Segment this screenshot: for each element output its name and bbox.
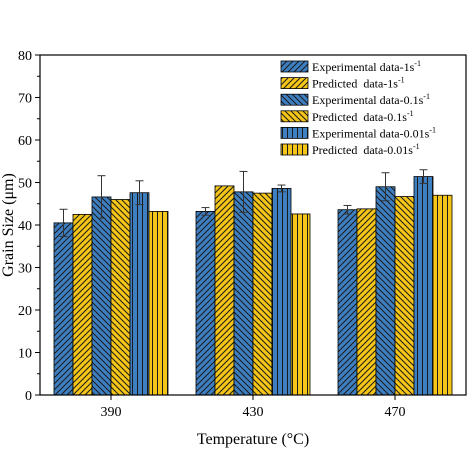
y-tick-label: 80 (18, 49, 32, 64)
legend-label: Predicted data-1s-1 (312, 76, 405, 91)
bar (413, 176, 434, 396)
bar (233, 191, 254, 396)
error-bar (97, 175, 106, 219)
bar (53, 222, 74, 396)
error-bar (59, 208, 68, 237)
bars-layer (53, 176, 453, 396)
x-tick-label: 390 (101, 405, 122, 420)
legend-swatch (280, 93, 309, 106)
bar (394, 196, 415, 396)
bar (337, 209, 358, 396)
bar (356, 208, 377, 396)
bar (271, 188, 292, 396)
legend-label: Experimental data-1s-1 (312, 59, 421, 74)
bar (252, 192, 273, 396)
bar (195, 210, 216, 396)
legend-swatch (280, 143, 309, 156)
error-bar (343, 204, 352, 215)
error-bar (135, 180, 144, 206)
bar (432, 194, 453, 396)
error-bar (201, 207, 210, 216)
y-tick-label: 50 (18, 177, 32, 192)
x-axis-title: Temperature (°C) (197, 431, 309, 448)
y-tick-label: 20 (18, 304, 32, 319)
error-bar (419, 169, 428, 184)
bar (290, 213, 311, 396)
bar (129, 192, 150, 396)
bar (214, 185, 235, 396)
bar (110, 199, 131, 396)
error-bar (381, 172, 390, 202)
legend-label: Experimental data-0.01s-1 (312, 125, 436, 140)
y-tick-label: 60 (18, 134, 32, 149)
legend-swatch (280, 60, 309, 73)
error-bar (239, 170, 248, 213)
bar (72, 213, 93, 396)
legend: Experimental data-1s-1 Predicted data-1s-… (280, 59, 436, 157)
x-axis: 390 430 470 (101, 395, 406, 420)
y-tick-label: 30 (18, 262, 32, 277)
y-tick-label: 0 (25, 389, 32, 404)
error-bars-layer (59, 169, 428, 237)
legend-label: Predicted data-0.1s-1 (312, 109, 414, 124)
bar (148, 210, 169, 396)
y-axis: 0 10 20 30 40 50 60 70 80 (18, 49, 40, 404)
x-tick-label: 430 (243, 405, 264, 420)
y-tick-label: 40 (18, 219, 32, 234)
bar (375, 186, 396, 396)
legend-swatch (280, 127, 309, 139)
legend-label: Predicted data-0.01s-1 (312, 142, 420, 157)
legend-label: Experimental data-0.1s-1 (312, 92, 430, 107)
y-axis-title: Grain Size (μm) (0, 173, 17, 277)
y-tick-label: 10 (18, 347, 32, 362)
error-bar (277, 184, 286, 193)
y-tick-label: 70 (18, 92, 32, 107)
x-tick-label: 470 (385, 405, 406, 420)
legend-swatch (280, 77, 309, 89)
legend-swatch (280, 110, 309, 123)
bar (91, 196, 112, 396)
